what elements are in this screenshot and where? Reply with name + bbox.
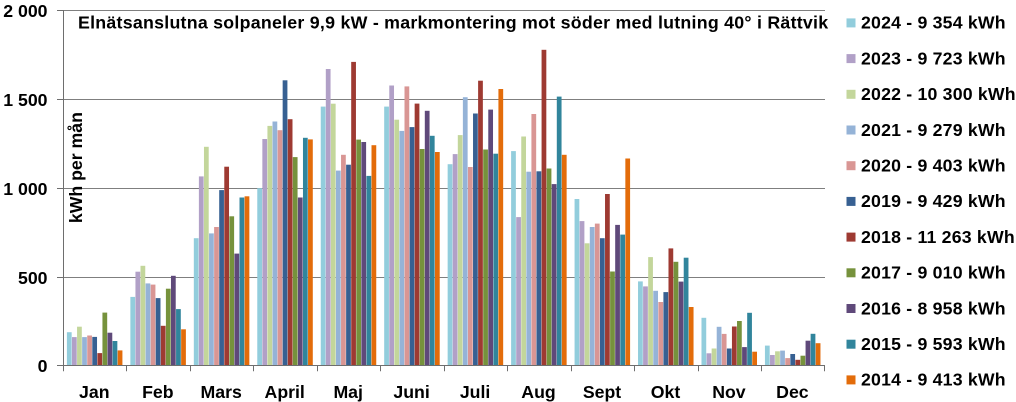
svg-text:Mars: Mars [201,382,242,402]
svg-text:kWh per mån: kWh per mån [66,112,86,223]
svg-text:2020 - 9 403 kWh: 2020 - 9 403 kWh [861,156,1006,176]
svg-text:0: 0 [38,356,48,376]
svg-text:April: April [265,382,305,402]
svg-text:Elnätsanslutna solpaneler 9,9: Elnätsanslutna solpaneler 9,9 kW - markm… [78,13,828,33]
svg-text:2023 - 9 723 kWh: 2023 - 9 723 kWh [861,48,1006,68]
svg-text:2019 - 9 429 kWh: 2019 - 9 429 kWh [861,191,1006,211]
svg-text:500: 500 [18,268,48,288]
svg-text:1 500: 1 500 [3,90,47,110]
svg-text:Juli: Juli [460,382,490,402]
svg-text:2018 - 11 263 kWh: 2018 - 11 263 kWh [861,227,1015,247]
svg-text:2016 - 8 958 kWh: 2016 - 8 958 kWh [861,298,1006,318]
svg-text:Juni: Juni [393,382,429,402]
svg-text:2 000: 2 000 [3,1,47,21]
svg-text:Maj: Maj [333,382,363,402]
svg-text:Feb: Feb [142,382,174,402]
svg-text:Jan: Jan [79,382,109,402]
svg-text:2024 - 9 354 kWh: 2024 - 9 354 kWh [861,13,1006,33]
svg-text:2021 - 9 279 kWh: 2021 - 9 279 kWh [861,120,1006,140]
svg-text:2015 - 9 593 kWh: 2015 - 9 593 kWh [861,334,1006,354]
svg-text:Dec: Dec [776,382,809,402]
svg-text:2022 - 10 300 kWh: 2022 - 10 300 kWh [861,84,1016,104]
svg-text:Nov: Nov [712,382,746,402]
svg-text:Okt: Okt [651,382,681,402]
svg-text:2017 - 9 010 kWh: 2017 - 9 010 kWh [861,263,1006,283]
svg-text:Aug: Aug [521,382,555,402]
svg-text:2014 - 9 413 kWh: 2014 - 9 413 kWh [861,370,1006,390]
svg-text:1 000: 1 000 [3,179,47,199]
svg-text:Sept: Sept [583,382,621,402]
